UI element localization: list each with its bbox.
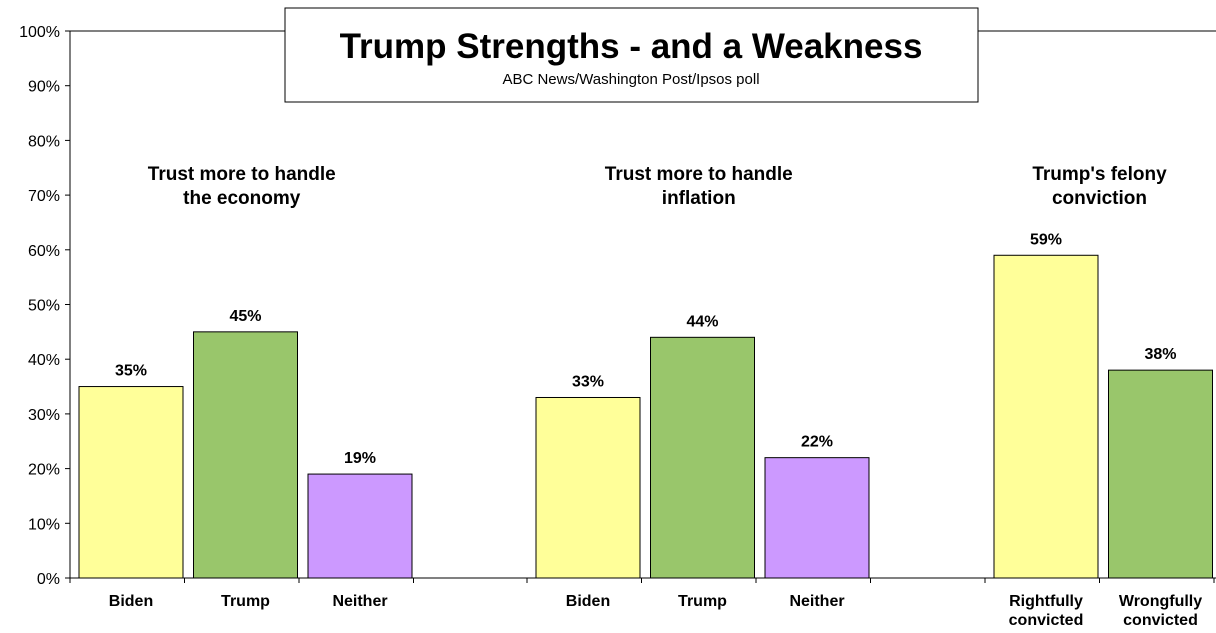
bar [1108, 369, 1213, 579]
y-tick-label: 0% [37, 571, 60, 588]
y-tick-label: 100% [19, 24, 60, 41]
bar [535, 396, 641, 579]
data-label: 38% [1144, 346, 1176, 363]
data-label: 22% [801, 434, 833, 451]
x-tick-label: Neither [332, 593, 387, 610]
data-label: 35% [115, 363, 147, 380]
y-tick-label: 80% [28, 133, 60, 150]
y-tick-label: 70% [28, 188, 60, 205]
y-tick-label: 20% [28, 462, 60, 479]
bar [78, 386, 184, 579]
group-heading: Trust more to handle [605, 164, 793, 185]
x-tick-label: Trump [221, 593, 270, 610]
y-tick-label: 10% [28, 516, 60, 533]
bar [993, 254, 1099, 579]
group-heading: Trust more to handle [148, 164, 336, 185]
y-tick-label: 60% [28, 243, 60, 260]
group-heading: the economy [183, 188, 301, 209]
group-heading: inflation [662, 188, 736, 209]
group-heading: Trump's felony [1032, 164, 1167, 185]
x-tick-label: Wrongfully [1119, 593, 1202, 610]
x-tick-label: Trump [678, 593, 727, 610]
y-tick-label: 50% [28, 298, 60, 315]
x-tick-label: Biden [566, 593, 610, 610]
bar [307, 473, 413, 579]
bar [650, 336, 755, 579]
bar [764, 457, 870, 579]
bar [193, 331, 298, 579]
y-tick-label: 40% [28, 352, 60, 369]
data-label: 19% [344, 450, 376, 467]
data-label: 45% [229, 308, 261, 325]
y-tick-label: 90% [28, 79, 60, 96]
data-label: 44% [686, 313, 718, 330]
x-tick-label: convicted [1123, 612, 1198, 628]
x-tick-label: Rightfully [1009, 593, 1083, 610]
chart-subtitle: ABC News/Washington Post/Ipsos poll [502, 71, 759, 88]
x-tick-label: Neither [789, 593, 844, 610]
title-box [284, 7, 979, 103]
data-label: 59% [1030, 231, 1062, 248]
x-tick-label: convicted [1009, 612, 1084, 628]
x-tick-label: Biden [109, 593, 153, 610]
group-heading: conviction [1052, 188, 1147, 209]
data-label: 33% [572, 373, 604, 390]
y-tick-label: 30% [28, 407, 60, 424]
chart-title: Trump Strengths - and a Weakness [340, 27, 923, 66]
